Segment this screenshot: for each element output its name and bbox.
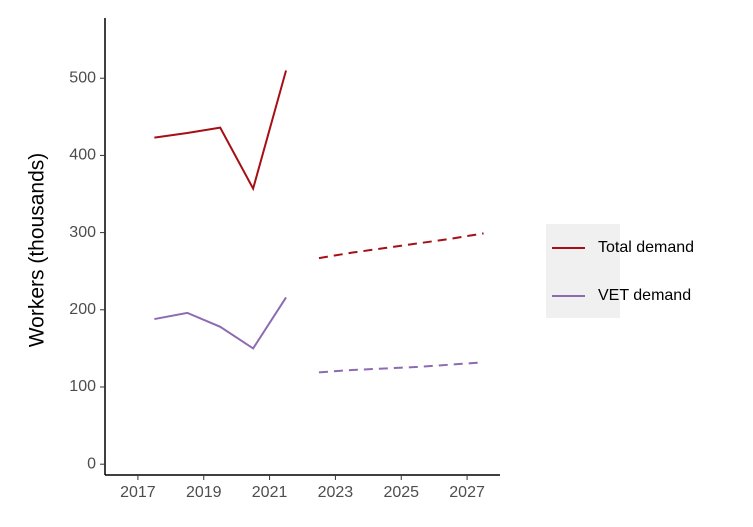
legend-box [546, 224, 620, 318]
y-tick-label: 0 [87, 455, 96, 472]
x-tick-label: 2023 [318, 484, 354, 501]
legend-label: VET demand [598, 287, 691, 304]
x-tick-label: 2025 [383, 484, 419, 501]
y-axis-title: Workers (thousands) [26, 153, 49, 348]
x-tick-label: 2019 [186, 484, 222, 501]
series-line [154, 296, 287, 350]
y-tick-label: 300 [69, 224, 96, 241]
x-tick-label: 2017 [120, 484, 156, 501]
y-tick-label: 400 [69, 147, 96, 164]
y-tick-label: 500 [69, 69, 96, 86]
y-tick-label: 200 [69, 301, 96, 318]
x-tick-label: 2027 [449, 484, 485, 501]
x-tick-label: 2021 [252, 484, 288, 501]
projection-line [318, 232, 484, 260]
legend-label: Total demand [598, 239, 694, 256]
y-tick-label: 100 [69, 378, 96, 395]
series-line [154, 70, 288, 192]
projection-line [318, 361, 484, 374]
